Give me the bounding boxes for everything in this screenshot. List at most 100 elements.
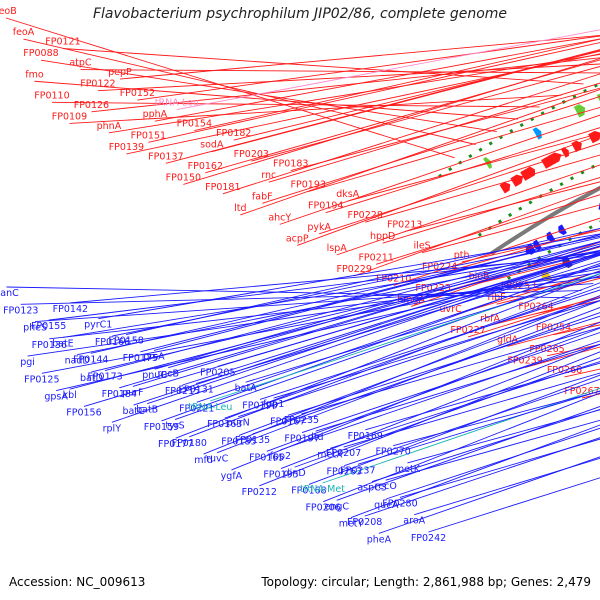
reverse-label-connector [245, 275, 600, 383]
reverse-label-connector [69, 250, 600, 390]
forward-gene-label: FP0239 [507, 355, 542, 366]
forward-label-connector [336, 164, 600, 256]
reverse-gene-label: fpp2 [270, 451, 291, 462]
forward-label-connector [376, 194, 600, 265]
forward-gene-label: FP0110 [34, 90, 69, 101]
reverse-label-connector [280, 343, 600, 469]
reverse-label-connector [195, 260, 600, 385]
forward-cog-block [532, 127, 542, 140]
reverse-label-connector [315, 343, 600, 432]
reverse-gene-label: FP0263 [327, 467, 362, 478]
reverse-gene-label: dtd [308, 432, 324, 443]
reverse-label-connector [104, 241, 600, 371]
reverse-label-connector [329, 361, 600, 449]
forward-gene [499, 181, 511, 194]
reverse-label-connector [357, 390, 600, 465]
reverse-label-connector [153, 234, 600, 351]
forward-label-connector [154, 38, 600, 122]
reverse-label-connector [238, 297, 600, 418]
reverse-gene-label: batC [122, 406, 145, 417]
reverse-label-connector [49, 276, 600, 340]
reverse-gene-label: batA [235, 383, 258, 394]
forward-gene-label: FP0182 [216, 128, 251, 139]
reverse-gene-label: nadD [65, 356, 90, 367]
forward-gene [560, 147, 569, 158]
reverse-gene-label: rplY [103, 423, 122, 434]
reverse-gene-label: tyrS [165, 421, 184, 432]
reverse-gene-label: FP0205 [200, 367, 235, 378]
reverse-gene-label: FP0221 [179, 403, 214, 414]
reverse-gene-label: FP0180 [172, 438, 207, 449]
reverse-label-connector [266, 327, 600, 452]
reverse-label-connector [203, 295, 600, 455]
forward-gene-label: pykA [307, 222, 331, 233]
reverse-gene-label: panC [0, 288, 19, 299]
reverse-gene-label: FP0123 [3, 305, 38, 316]
forward-gene-label: FP0181 [205, 182, 240, 193]
reverse-gene-label: purN [227, 418, 250, 429]
reverse-gene-label: batE [52, 338, 74, 349]
reverse-gene-label: aspC3 [357, 483, 386, 494]
reverse-label-connector [238, 300, 600, 436]
reverse-gene-label: ruvC [206, 454, 229, 465]
reverse-label-connector [343, 372, 600, 448]
forward-gene-label: hppD [370, 231, 395, 242]
reverse-label-connector [364, 437, 600, 517]
reverse-gene-label: FP0235 [284, 415, 319, 426]
forward-gene-label: FP0126 [74, 100, 109, 111]
forward-label-connector [40, 59, 497, 133]
forward-gene-label: feoA [13, 27, 35, 38]
reverse-gene-label: pyrC1 [84, 320, 112, 331]
reverse-gene-label: tRNA-Met [300, 484, 345, 495]
forward-label-connector [297, 134, 600, 246]
forward-gene-label: FP0193 [291, 180, 326, 191]
reverse-gene-label: FP0207 [326, 448, 361, 459]
reverse-gene-label: batB [136, 405, 158, 416]
reverse-label-connector [301, 332, 600, 434]
forward-gene-label: FP0227 [450, 325, 485, 336]
reverse-gene-label: FP0242 [411, 533, 446, 544]
reverse-label-connector [55, 265, 600, 392]
forward-label-connector [233, 50, 600, 141]
forward-label-connector [240, 89, 600, 216]
reverse-gene-label: FP0144 [73, 354, 108, 365]
forward-gene-label: gldA [497, 334, 519, 345]
forward-label-connector [5, 17, 455, 159]
forward-label-connector [279, 114, 600, 225]
reverse-label-connector [231, 321, 600, 471]
forward-gene-label: rbfA [480, 313, 500, 324]
reverse-gene-label: FP0280 [382, 498, 417, 509]
accession-label: Accession: NC_009613 [9, 575, 146, 589]
forward-gene-label: FP0121 [45, 37, 80, 48]
reverse-gene-label: FP0165 [249, 452, 284, 463]
reverse-label-connector [140, 234, 600, 353]
genome-title: Flavobacterium psychrophilum JIP02/86, c… [92, 6, 508, 22]
forward-label-connector [393, 217, 600, 286]
forward-gene-label: FP0267 [564, 386, 599, 397]
reverse-gene-label: engC [325, 501, 350, 512]
reverse-label-connector [323, 392, 600, 503]
reverse-gene-label: pheA [367, 534, 392, 545]
forward-gene-label: ltd [234, 203, 246, 214]
forward-label-connector [205, 59, 600, 174]
reverse-gene-label: FP0169 [348, 431, 383, 442]
forward-label-connector [319, 142, 600, 235]
forward-gene-label: sodA [200, 140, 224, 151]
reverse-gene-label: FP0173 [87, 372, 122, 383]
forward-cog-block [596, 93, 600, 102]
forward-label-connector [69, 94, 562, 124]
reverse-gene-label: FP0131 [178, 385, 213, 396]
forward-gene-label: lspA [327, 243, 348, 254]
reverse-label-connector [386, 427, 600, 500]
forward-gene-label: FP0183 [273, 159, 308, 170]
reverse-label-connector [189, 282, 600, 438]
reverse-gene-label: FP0185 [221, 436, 256, 447]
forward-gene-label: FP0152 [120, 88, 155, 99]
forward-label-connector [262, 96, 600, 204]
forward-gene-label: FP0122 [80, 79, 115, 90]
forward-label-connector [62, 48, 584, 85]
reverse-label-connector [273, 300, 600, 399]
forward-gene-label: FP0265 [529, 344, 564, 355]
forward-label-connector [422, 204, 600, 254]
